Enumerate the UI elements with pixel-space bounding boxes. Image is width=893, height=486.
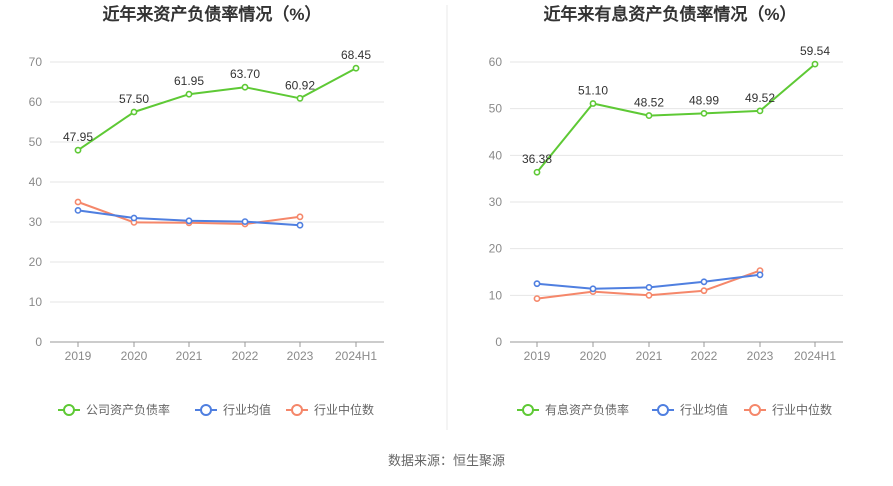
chart1-series-0-data-label: 68.45 xyxy=(341,48,371,62)
chart1-x-tick-label: 2021 xyxy=(176,349,203,363)
chart2-series-0-point[interactable] xyxy=(700,109,708,117)
chart1-series-1-point[interactable] xyxy=(130,214,138,222)
chart2-series-0-data-label: 51.10 xyxy=(578,84,608,98)
chart2-series-0-point[interactable] xyxy=(756,107,764,115)
chart2-legend-2-marker[interactable] xyxy=(749,404,761,416)
chart1-y-tick-label: 60 xyxy=(29,95,43,109)
chart2-y-tick-label: 0 xyxy=(495,335,502,349)
data-source: 数据来源：恒生聚源 xyxy=(387,453,505,468)
chart2-series-2-point[interactable] xyxy=(533,295,541,302)
chart1-legend-2-label[interactable]: 行业中位数 xyxy=(314,402,374,417)
chart2-series-0-data-label: 49.52 xyxy=(745,91,775,105)
chart2-y-tick-label: 40 xyxy=(489,148,503,162)
chart1-legend-1-marker[interactable] xyxy=(200,404,212,416)
chart1-y-tick-label: 30 xyxy=(29,215,43,229)
chart2-legend-0-marker[interactable] xyxy=(522,404,534,416)
chart1-x-tick-label: 2022 xyxy=(232,349,259,363)
chart2-legend-2-label[interactable]: 行业中位数 xyxy=(772,402,832,417)
chart1-title: 近年来资产负债率情况（%） xyxy=(102,4,321,24)
chart2-series-0-point[interactable] xyxy=(589,100,597,107)
chart2-series-0-point[interactable] xyxy=(645,112,653,119)
chart1-series-0-point[interactable] xyxy=(352,64,360,72)
chart2-series-1-point[interactable] xyxy=(533,280,541,288)
chart1-series-1-point[interactable] xyxy=(185,217,193,225)
chart1-series-0-data-label: 63.70 xyxy=(230,67,260,81)
chart1-series-2-point[interactable] xyxy=(74,198,82,206)
chart2-legend-1-label[interactable]: 行业均值 xyxy=(680,402,728,417)
chart2-series-1-point[interactable] xyxy=(700,278,708,286)
chart2-x-tick-label: 2020 xyxy=(580,349,607,363)
chart1-series-0-point[interactable] xyxy=(185,90,193,98)
chart2-series-0-line xyxy=(536,63,816,173)
chart2-x-tick-label: 2023 xyxy=(747,349,774,363)
chart2-series-0-point[interactable] xyxy=(533,168,541,176)
chart1-series-0-data-label: 57.50 xyxy=(119,92,149,106)
chart1-series-0-point[interactable] xyxy=(74,146,82,154)
chart1-series-0-line xyxy=(77,67,357,152)
chart1-series-0-point[interactable] xyxy=(241,83,249,91)
chart2-series-0-data-label: 36.38 xyxy=(522,152,552,166)
chart1-series-0-data-label: 61.95 xyxy=(174,74,204,88)
chart1-y-tick-label: 40 xyxy=(29,175,43,189)
chart2-series-0-data-label: 48.52 xyxy=(634,96,664,110)
chart2-y-tick-label: 50 xyxy=(489,102,503,116)
chart2-series-2-point[interactable] xyxy=(645,291,653,299)
chart1-y-tick-label: 50 xyxy=(29,135,43,149)
chart1-series-0-data-label: 60.92 xyxy=(285,78,315,92)
chart1-y-tick-label: 0 xyxy=(35,335,42,349)
chart1-series-1-point[interactable] xyxy=(296,221,304,229)
chart2-y-tick-label: 60 xyxy=(489,55,503,69)
chart1-legend-0-marker[interactable] xyxy=(63,404,75,416)
chart2-y-tick-label: 30 xyxy=(489,195,503,209)
chart2-x-tick-label: 2021 xyxy=(636,349,663,363)
chart2-series-0-data-label: 48.99 xyxy=(689,93,719,107)
chart1-legend-2-marker[interactable] xyxy=(291,404,303,416)
chart2-series-1-point[interactable] xyxy=(756,271,764,279)
chart2-x-tick-label: 2022 xyxy=(691,349,718,363)
chart2-series-1-point[interactable] xyxy=(645,283,653,291)
chart1-x-tick-label: 2023 xyxy=(287,349,314,363)
chart1-legend-0-label[interactable]: 公司资产负债率 xyxy=(86,402,170,417)
chart2-y-tick-label: 20 xyxy=(489,242,503,256)
chart2-series-1-point[interactable] xyxy=(589,285,597,293)
chart2-title: 近年来有息资产负债率情况（%） xyxy=(543,4,796,24)
chart1-x-tick-label: 2024H1 xyxy=(335,349,377,363)
chart1-series-0-point[interactable] xyxy=(296,94,304,102)
chart2-series-0-data-label: 59.54 xyxy=(800,44,830,58)
chart2-legend-0-label[interactable]: 有息资产负债率 xyxy=(545,402,629,417)
chart2-x-tick-label: 2024H1 xyxy=(794,349,836,363)
chart2-series-0-point[interactable] xyxy=(811,60,819,68)
chart1-series-0-point[interactable] xyxy=(130,108,138,116)
chart2-series-2-point[interactable] xyxy=(700,287,708,295)
chart1-y-tick-label: 70 xyxy=(29,55,43,69)
chart1-x-tick-label: 2020 xyxy=(121,349,148,363)
chart2-legend-1-marker[interactable] xyxy=(657,404,669,416)
chart2-y-tick-label: 10 xyxy=(489,288,503,302)
chart1-y-tick-label: 10 xyxy=(29,295,43,309)
chart1-x-tick-label: 2019 xyxy=(65,349,92,363)
chart2-x-tick-label: 2019 xyxy=(524,349,551,363)
chart1-series-1-point[interactable] xyxy=(241,218,249,225)
chart1-series-0-data-label: 47.95 xyxy=(63,130,93,144)
chart1-series-2-point[interactable] xyxy=(296,213,304,221)
chart1-legend-1-label[interactable]: 行业均值 xyxy=(223,402,271,417)
chart1-y-tick-label: 20 xyxy=(29,255,43,269)
chart1-series-1-point[interactable] xyxy=(74,206,82,214)
